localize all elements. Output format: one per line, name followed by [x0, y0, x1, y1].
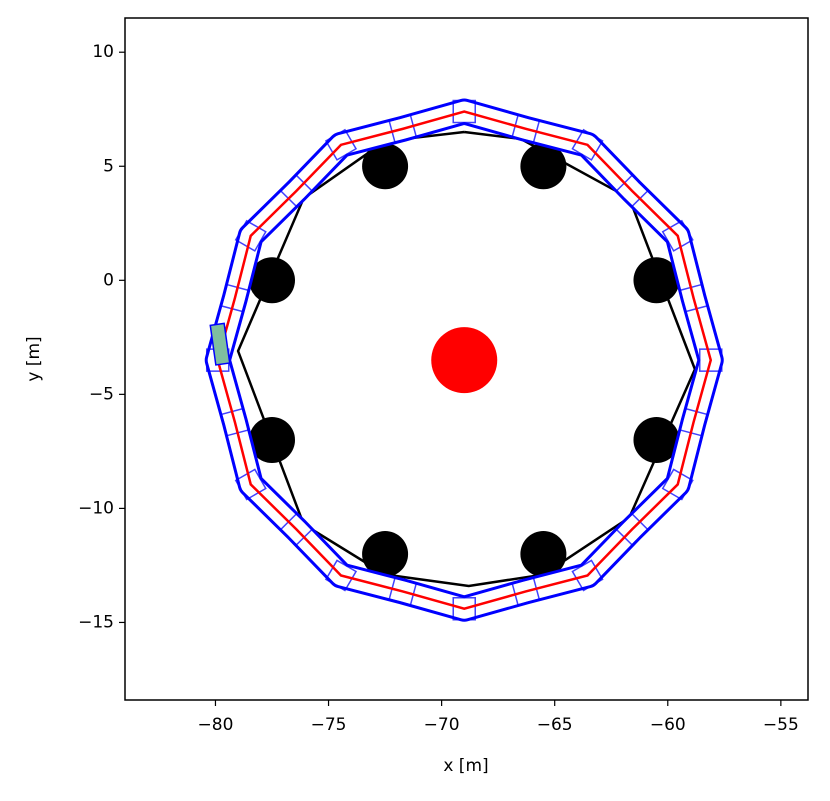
vehicle-box — [324, 128, 358, 161]
x-tick-label: −60 — [650, 715, 686, 735]
start-vehicle — [209, 322, 231, 366]
x-tick-label: −55 — [763, 715, 799, 735]
goal — [431, 327, 498, 394]
vehicle-box — [571, 559, 604, 592]
obstacle — [633, 416, 680, 463]
y-tick-label: −15 — [78, 612, 114, 632]
obstacle — [520, 531, 567, 578]
obstacle — [362, 143, 409, 190]
vehicle-box — [699, 348, 723, 372]
vehicle-box — [571, 128, 604, 161]
obstacle — [520, 143, 567, 190]
y-tick-label: −10 — [78, 498, 114, 518]
vehicle-box — [234, 219, 267, 252]
x-tick-label: −65 — [537, 715, 573, 735]
x-tick-label: −70 — [424, 715, 460, 735]
obstacle — [362, 531, 409, 578]
vehicle-box — [661, 468, 694, 501]
vehicle-box — [452, 597, 476, 621]
path-line — [216, 110, 713, 611]
y-tick-label: 5 — [103, 156, 114, 176]
vehicle-box — [324, 559, 358, 592]
vehicle-box — [234, 468, 267, 501]
y-axis-label: y [m] — [24, 336, 44, 381]
y-tick-label: 0 — [103, 270, 114, 290]
plot-frame — [124, 17, 809, 701]
obstacle — [249, 416, 296, 463]
y-tick-label: 10 — [92, 42, 114, 62]
vehicle-box — [661, 219, 694, 252]
x-tick-label: −75 — [311, 715, 347, 735]
y-tick-label: −5 — [89, 384, 114, 404]
obstacle — [633, 257, 680, 304]
vehicle-box — [452, 99, 476, 124]
x-axis-label: x [m] — [443, 756, 488, 776]
obstacle — [249, 257, 296, 304]
x-tick-label: −80 — [198, 715, 234, 735]
